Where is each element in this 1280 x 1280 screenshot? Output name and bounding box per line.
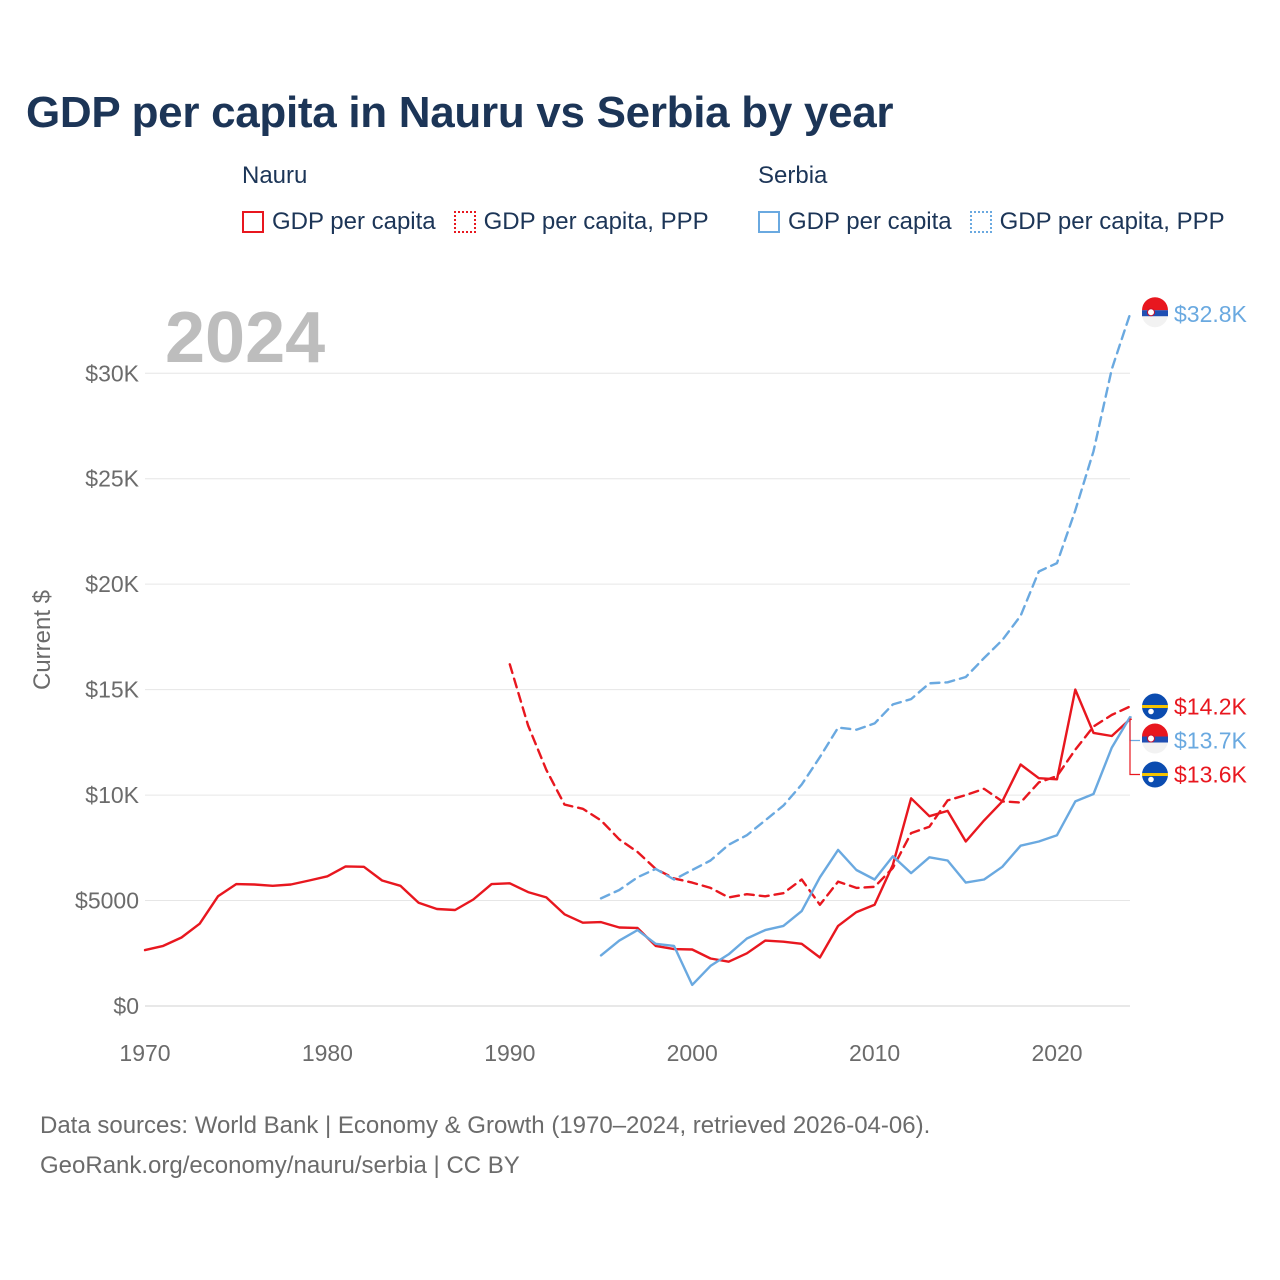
flag-yellow-stripe xyxy=(1142,705,1168,709)
flag-star xyxy=(1148,776,1154,783)
y-axis-label: Current $ xyxy=(29,590,56,690)
x-tick-label: 2010 xyxy=(849,1040,900,1066)
legend-group-serbia: Serbia GDP per capita GDP per capita, PP… xyxy=(758,162,1225,236)
x-tick-label: 1970 xyxy=(119,1040,170,1066)
legend-swatch-dashed-blue xyxy=(969,211,992,233)
footer: Data sources: World Bank | Economy & Gro… xyxy=(40,1106,930,1186)
year-watermark: 2024 xyxy=(165,298,325,378)
legend-swatch-solid-blue xyxy=(758,211,780,233)
flag-emblem xyxy=(1147,308,1155,317)
legend-item-serbia-gdp[interactable]: GDP per capita xyxy=(758,208,952,236)
flag-emblem xyxy=(1147,734,1155,743)
legend-item-label: GDP per capita xyxy=(788,208,952,235)
series-line-serbia-gdp-per-capita xyxy=(599,715,1132,987)
y-tick-label: $10K xyxy=(85,782,139,808)
series-line-nauru-gdp-per-capita xyxy=(143,688,1132,963)
y-tick-label: $20K xyxy=(85,571,139,597)
y-tick-label: $25K xyxy=(85,466,139,492)
flag-blue-band xyxy=(1142,736,1168,743)
chart-title: GDP per capita in Nauru vs Serbia by yea… xyxy=(26,88,894,137)
end-value-label: $32.8K xyxy=(1174,301,1248,327)
legend-item-label: GDP per capita, PPP xyxy=(999,208,1225,235)
legend-swatch-solid-red xyxy=(242,211,264,233)
series-line-serbia-gdp-per-capita-ppp xyxy=(599,313,1132,900)
x-tick-label: 1980 xyxy=(302,1040,353,1066)
legend-group-label: Nauru xyxy=(242,162,308,189)
serbia-flag-icon xyxy=(1142,297,1168,328)
legend-item-label: GDP per capita xyxy=(272,208,436,235)
legend-group-label: Serbia xyxy=(758,162,828,189)
legend-item-label: GDP per capita, PPP xyxy=(483,208,709,235)
footer-sources: Data sources: World Bank | Economy & Gro… xyxy=(40,1112,931,1139)
legend-item-nauru-gdp-ppp[interactable]: GDP per capita, PPP xyxy=(453,208,709,236)
y-tick-label: $5000 xyxy=(75,888,139,914)
nauru-flag-icon xyxy=(1142,693,1168,720)
y-tick-label: $0 xyxy=(113,993,139,1019)
legend-swatch-dashed-red xyxy=(453,211,476,233)
end-value-label: $13.7K xyxy=(1174,728,1248,754)
end-label-connector xyxy=(1129,716,1140,742)
series-line-nauru-gdp-per-capita-ppp xyxy=(508,663,1132,906)
flag-yellow-stripe xyxy=(1142,773,1168,777)
y-tick-label: $30K xyxy=(85,360,139,386)
end-value-label: $14.2K xyxy=(1174,694,1248,720)
y-tick-label: $15K xyxy=(85,677,139,703)
flag-star xyxy=(1148,708,1154,715)
serbia-flag-icon xyxy=(1142,723,1168,754)
end-label-connector xyxy=(1129,718,1140,776)
x-tick-label: 2020 xyxy=(1031,1040,1082,1066)
x-tick-label: 1990 xyxy=(484,1040,535,1066)
flag-red-band xyxy=(1142,297,1168,311)
footer-attribution: GeoRank.org/economy/nauru/serbia | CC BY xyxy=(40,1152,520,1179)
flag-red-band xyxy=(1142,723,1168,737)
end-value-label: $13.6K xyxy=(1174,762,1248,788)
nauru-flag-icon xyxy=(1142,761,1168,788)
x-tick-label: 2000 xyxy=(667,1040,718,1066)
legend-item-serbia-gdp-ppp[interactable]: GDP per capita, PPP xyxy=(969,208,1225,236)
legend-group-nauru: Nauru GDP per capita GDP per capita, PPP xyxy=(242,162,709,236)
legend-item-nauru-gdp[interactable]: GDP per capita xyxy=(242,208,436,236)
flag-blue-band xyxy=(1142,310,1168,317)
